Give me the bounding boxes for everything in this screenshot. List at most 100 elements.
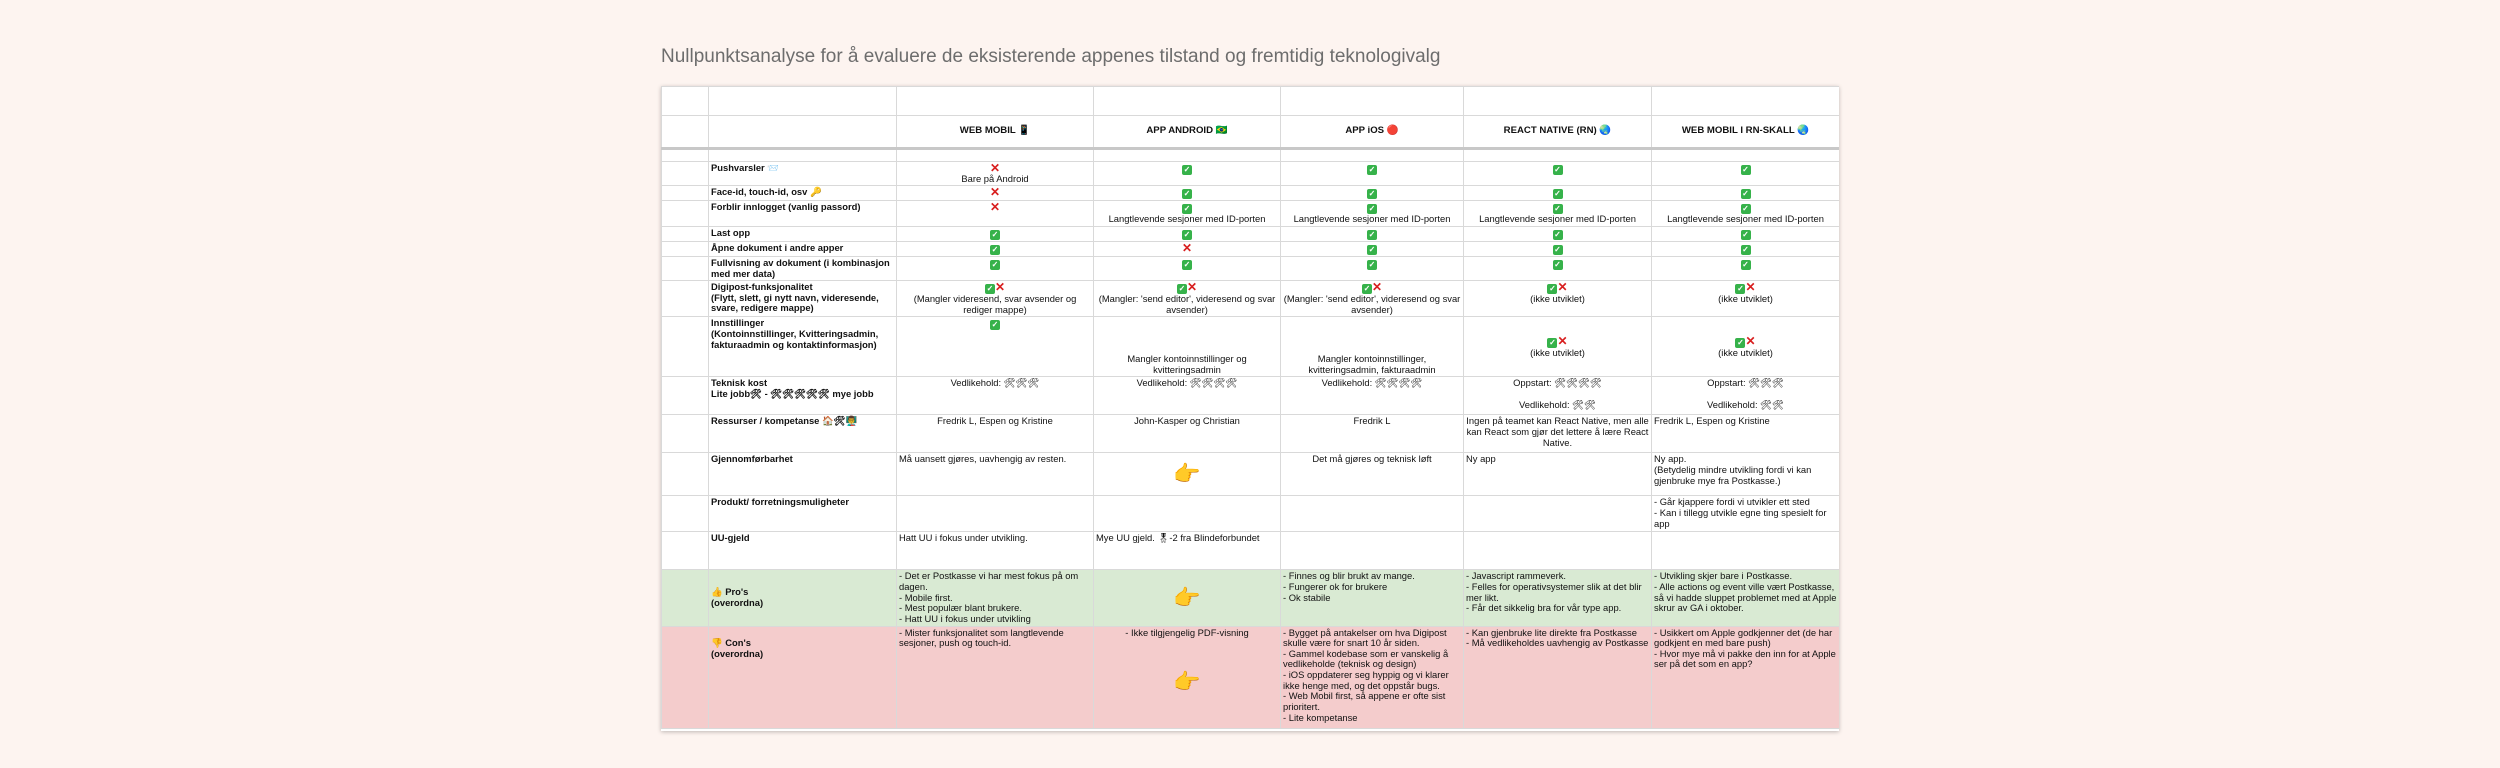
col-web-mobil-rn[interactable]: WEB MOBIL I RN-SKALL 🌏 <box>1651 115 1839 149</box>
check-icon: ✓ <box>1367 244 1377 255</box>
cell-note: Mangler kontoinnstillinger, kvitteringsa… <box>1308 353 1436 375</box>
cell-text: Ny app <box>1463 452 1652 497</box>
row-open-doc: Åpne dokument i andre apper ✓ ✕ ✓ ✓ ✓ <box>661 240 1839 257</box>
cell-text: - Usikkert om Apple godkjenner det (de h… <box>1651 625 1839 729</box>
pointing-hand-icon: 👉 <box>1173 584 1201 610</box>
row-push: Pushvarsler 📨 ✕ Bare på Android ✓ ✓ ✓ ✓ <box>661 160 1839 187</box>
row-label: Last opp <box>708 225 897 242</box>
cell-note: Langtlevende sesjoner med ID-porten <box>1293 213 1451 225</box>
check-icon: ✓ <box>1547 284 1558 295</box>
row-label: Face-id, touch-id, osv 🔑 <box>708 185 897 202</box>
cell-text: - Javascript rammeverk. - Felles for ope… <box>1463 569 1652 627</box>
cell-note: (Mangler: 'send editor', videresend og s… <box>1283 293 1461 315</box>
cross-icon: ✕ <box>1371 280 1383 295</box>
row-cons: 👎 Con's (overordna) - Mister funksjonalit… <box>661 625 1839 729</box>
cell-text: - Kan gjenbruke lite direkte fra Postkas… <box>1463 625 1652 729</box>
row-sublabel: Lite jobb🛠 - 🛠🛠🛠🛠🛠 mye jobb <box>711 388 874 399</box>
check-icon: ✓ <box>990 229 1000 240</box>
row-label: Åpne dokument i andre apper <box>708 240 897 257</box>
row-label: Ressurser / kompetanse 🏠🛠👨‍🏫 <box>708 414 897 454</box>
row-label: 👍 Pro's <box>711 586 749 598</box>
check-icon: ✓ <box>1367 229 1377 240</box>
cell-text: Ingen på teamet kan React Native, men al… <box>1463 414 1652 454</box>
row-resources: Ressurser / kompetanse 🏠🛠👨‍🏫 Fredrik L, … <box>661 414 1839 454</box>
row-label: Fullvisning av dokument (i kombinasjon m… <box>708 255 897 282</box>
cell-text: Vedlikehold: 🛠🛠 <box>1519 398 1596 410</box>
cross-icon: ✕ <box>1745 333 1756 348</box>
cell-text: Hatt UU i fokus under utvikling. <box>896 531 1094 571</box>
cell-note: Langtlevende sesjoner med ID-porten <box>1479 213 1636 225</box>
check-icon: ✓ <box>1182 165 1192 175</box>
row-sublabel: (Flytt, slett, gi nytt navn, videresende… <box>711 291 879 314</box>
spreadsheet: WEB MOBIL 📱 APP ANDROID 🇧🇷 APP iOS 🔴 REA… <box>661 86 1839 731</box>
row-product: Produkt/ forretningsmuligheter - Går kja… <box>661 495 1839 533</box>
col-react-native[interactable]: REACT NATIVE (RN) 🌏 <box>1463 115 1652 149</box>
check-icon: ✓ <box>1552 189 1563 200</box>
row-login: Forblir innlogget (vanlig passord) ✕ ✓ La… <box>661 200 1839 227</box>
cell-text: - Det er Postkasse vi har mest fokus på … <box>896 569 1094 627</box>
cross-icon: ✕ <box>989 200 1001 215</box>
row-gjennomforbarhet: Gjennomførbarhet Må uansett gjøres, uavh… <box>661 452 1839 497</box>
analysis-table: WEB MOBIL 📱 APP ANDROID 🇧🇷 APP iOS 🔴 REA… <box>661 86 1839 729</box>
col-app-android[interactable]: APP ANDROID 🇧🇷 <box>1093 115 1281 149</box>
pointing-hand-icon: 👉 <box>1173 669 1201 694</box>
row-upload: Last opp ✓ ✓ ✓ ✓ ✓ <box>661 225 1839 242</box>
row-label: Gjennomførbarhet <box>708 452 897 497</box>
row-settings: Innstillinger (Kontoinnstillinger, Kvitte… <box>661 316 1839 378</box>
row-digipost: Digipost-funksjonalitet (Flytt, slett, gi… <box>661 280 1839 318</box>
cell-note: (ikke utviklet) <box>1718 346 1773 358</box>
cell-note: Mangler kontoinnstillinger og kvittering… <box>1127 353 1247 375</box>
check-icon: ✓ <box>1740 189 1751 200</box>
cell-text: Fredrik L, Espen og Kristine <box>896 414 1094 454</box>
spacer-row <box>661 147 1839 162</box>
header-row: WEB MOBIL 📱 APP ANDROID 🇧🇷 APP iOS 🔴 REA… <box>661 115 1839 149</box>
check-icon: ✓ <box>990 320 1000 331</box>
check-icon: ✓ <box>1367 259 1377 270</box>
cell-note: (ikke utviklet) <box>1530 293 1585 305</box>
row-pros: 👍 Pro's (overordna) - Det er Postkasse vi… <box>661 569 1839 627</box>
cell-note: (Mangler: 'send editor', videresend og s… <box>1098 293 1276 315</box>
row-uu: UU-gjeld Hatt UU i fokus under utvikling… <box>661 531 1839 571</box>
row-label: 👎 Con's <box>711 637 751 649</box>
row-sublabel: (overordna) <box>711 647 764 659</box>
cell-text: Ny app. (Betydelig mindre utvikling ford… <box>1651 452 1839 497</box>
check-icon: ✓ <box>1552 165 1563 175</box>
cross-icon: ✕ <box>1745 280 1756 295</box>
row-label: Teknisk kost <box>711 377 768 389</box>
check-icon: ✓ <box>1547 337 1558 348</box>
col-app-ios[interactable]: APP iOS 🔴 <box>1280 115 1464 149</box>
check-icon: ✓ <box>1735 337 1746 348</box>
check-icon: ✓ <box>1735 284 1746 295</box>
check-icon: ✓ <box>1740 229 1751 240</box>
cell-note: Langtlevende sesjoner med ID-porten <box>1667 213 1824 225</box>
cross-icon: ✕ <box>994 280 1006 295</box>
cell-note: (ikke utviklet) <box>1718 293 1773 305</box>
check-icon: ✓ <box>1552 259 1563 270</box>
cross-icon: ✕ <box>989 161 1001 175</box>
check-icon: ✓ <box>1552 244 1563 255</box>
cell-text: Oppstart: 🛠🛠🛠🛠 <box>1513 377 1602 389</box>
check-icon: ✓ <box>1740 165 1751 175</box>
cell-text: Vedlikehold: 🛠🛠🛠🛠 <box>1093 376 1281 416</box>
cell-text: - Mister funksjonalitet som langtlevende… <box>896 625 1094 729</box>
check-icon: ✓ <box>1367 189 1377 200</box>
check-icon: ✓ <box>1552 229 1563 240</box>
check-icon: ✓ <box>1182 189 1192 200</box>
row-label: Innstillinger <box>711 317 765 329</box>
cell-text: - Går kjappere fordi vi utvikler ett ste… <box>1651 495 1839 533</box>
check-icon: ✓ <box>1182 229 1192 240</box>
row-sublabel: (Kontoinnstillinger, Kvitteringsadmin, f… <box>711 328 879 350</box>
cross-icon: ✕ <box>1186 280 1198 295</box>
cross-icon: ✕ <box>1557 333 1568 348</box>
check-icon: ✓ <box>1367 165 1377 175</box>
pointing-hand-icon: 👉 <box>1173 460 1201 486</box>
cell-text: Vedlikehold: 🛠🛠🛠🛠 <box>1280 376 1464 416</box>
cross-icon: ✕ <box>989 185 1001 200</box>
row-label: Forblir innlogget (vanlig passord) <box>708 200 897 227</box>
col-web-mobil[interactable]: WEB MOBIL 📱 <box>896 115 1094 149</box>
check-icon: ✓ <box>990 259 1000 270</box>
cell-text: - Utvikling skjer bare i Postkasse. - Al… <box>1651 569 1839 627</box>
row-label: UU-gjeld <box>708 531 897 571</box>
cell-text: - Finnes og blir brukt av mange. - Funge… <box>1280 569 1464 627</box>
row-label: Produkt/ forretningsmuligheter <box>708 495 897 533</box>
